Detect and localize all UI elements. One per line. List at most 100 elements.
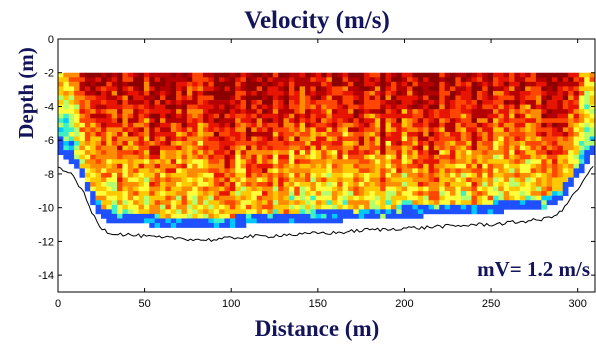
velocity-cell [154, 186, 161, 192]
velocity-cell [471, 81, 478, 87]
velocity-cell [353, 77, 360, 83]
velocity-cell [127, 118, 134, 124]
velocity-cell [219, 150, 225, 155]
velocity-cell [106, 209, 112, 215]
velocity-cell [353, 90, 360, 96]
velocity-cell [337, 195, 343, 201]
velocity-cell [396, 213, 402, 219]
velocity-cell [460, 90, 467, 96]
velocity-cell [342, 209, 349, 215]
velocity-cell [310, 113, 317, 119]
velocity-cell [450, 95, 456, 101]
plot-frame [57, 38, 596, 293]
velocity-cell [519, 145, 526, 151]
velocity-cell [509, 145, 515, 151]
velocity-cell [288, 141, 295, 146]
velocity-cell [133, 218, 139, 224]
velocity-cell [208, 150, 215, 155]
velocity-cell [433, 100, 440, 105]
velocity-cell [385, 195, 392, 201]
velocity-cell [364, 77, 370, 83]
velocity-cell [347, 90, 354, 96]
velocity-cell [186, 104, 193, 110]
velocity-cell [353, 118, 360, 124]
velocity-cell [165, 168, 172, 174]
velocity-cell [492, 168, 499, 174]
velocity-cell [326, 72, 333, 78]
velocity-cell [127, 200, 134, 206]
velocity-cell [235, 218, 241, 224]
velocity-cell [525, 172, 531, 178]
velocity-cell [127, 72, 134, 78]
velocity-cell [541, 177, 547, 183]
velocity-cell [133, 90, 139, 96]
velocity-cell [197, 81, 204, 87]
velocity-cell [197, 90, 204, 96]
velocity-cell [229, 218, 236, 224]
velocity-cell [487, 118, 494, 124]
velocity-cell [288, 218, 295, 224]
velocity-cell [401, 122, 408, 128]
velocity-cell [74, 100, 80, 105]
velocity-cell [433, 95, 440, 101]
velocity-cell [530, 172, 537, 178]
velocity-cell [262, 95, 268, 101]
velocity-cell [471, 109, 478, 115]
velocity-cell [283, 122, 290, 128]
velocity-cell [476, 177, 483, 183]
velocity-cell [224, 145, 231, 151]
velocity-cell [503, 136, 510, 142]
velocity-cell [358, 109, 365, 115]
velocity-cell [487, 177, 494, 183]
velocity-cell [181, 172, 188, 178]
velocity-cell [482, 95, 488, 101]
velocity-cell [229, 209, 236, 215]
velocity-cell [181, 177, 188, 183]
velocity-cell [568, 141, 574, 146]
velocity-cell [251, 186, 257, 192]
velocity-cell [487, 77, 494, 83]
velocity-cell [444, 81, 451, 87]
velocity-cell [385, 90, 392, 96]
velocity-cell [428, 209, 435, 215]
velocity-cell [444, 159, 451, 165]
velocity-cell [364, 122, 370, 128]
velocity-cell [482, 154, 488, 160]
velocity-cell [428, 191, 435, 196]
velocity-cell [111, 195, 118, 201]
velocity-cell [353, 141, 360, 146]
velocity-cell [514, 191, 521, 196]
velocity-cell [79, 145, 86, 151]
velocity-cell [385, 122, 392, 128]
velocity-cell [380, 163, 386, 169]
velocity-cell [358, 72, 365, 78]
velocity-cell [401, 104, 408, 110]
velocity-cell [165, 204, 172, 210]
velocity-cell [471, 182, 478, 187]
velocity-cell [519, 127, 526, 133]
velocity-cell [321, 204, 327, 210]
velocity-cell [423, 191, 429, 196]
velocity-cell [552, 113, 558, 119]
velocity-cell [283, 204, 290, 210]
velocity-cell [154, 159, 161, 165]
velocity-cell [100, 209, 107, 215]
velocity-cell [294, 86, 300, 92]
velocity-cell [439, 86, 445, 92]
velocity-cell [455, 159, 462, 165]
velocity-cell [417, 209, 424, 215]
velocity-cell [138, 177, 145, 183]
velocity-cell [455, 154, 462, 160]
velocity-cell [315, 127, 322, 133]
velocity-cell [482, 168, 488, 174]
velocity-cell [202, 100, 209, 105]
velocity-cell [219, 159, 225, 165]
velocity-cell [417, 186, 424, 192]
velocity-cell [482, 209, 488, 215]
velocity-cell [154, 127, 161, 133]
velocity-cell [299, 163, 306, 169]
velocity-cell [160, 172, 166, 178]
velocity-cell [133, 131, 139, 137]
velocity-cell [439, 104, 445, 110]
velocity-cell [417, 95, 424, 101]
